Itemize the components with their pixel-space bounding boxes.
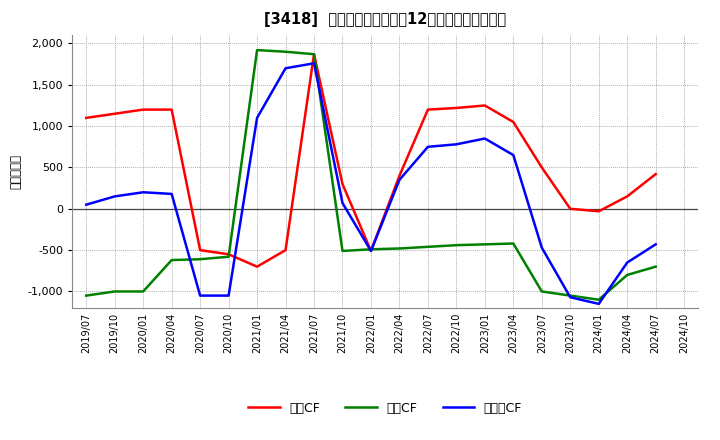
フリーCF <box>225 293 233 298</box>
投賄CF <box>480 242 489 247</box>
営業CF <box>566 206 575 212</box>
営業CF <box>423 107 432 112</box>
営業CF <box>282 247 290 253</box>
投賄CF <box>310 51 318 57</box>
フリーCF <box>310 61 318 66</box>
投賄CF <box>537 289 546 294</box>
投賄CF <box>110 289 119 294</box>
営業CF <box>452 105 461 110</box>
フリーCF <box>253 115 261 121</box>
営業CF <box>537 165 546 170</box>
営業CF <box>196 247 204 253</box>
フリーCF <box>338 200 347 205</box>
Y-axis label: （百万円）: （百万円） <box>9 154 22 189</box>
フリーCF <box>82 202 91 207</box>
投賄CF <box>366 247 375 252</box>
営業CF <box>652 172 660 177</box>
営業CF <box>509 119 518 125</box>
投賄CF <box>623 272 631 278</box>
Legend: 営業CF, 投賄CF, フリーCF: 営業CF, 投賄CF, フリーCF <box>248 402 522 414</box>
フリーCF <box>139 190 148 195</box>
Line: フリーCF: フリーCF <box>86 63 656 304</box>
投賄CF <box>595 297 603 302</box>
Title: [3418]  キャッシュフローの12か月移動合計の推移: [3418] キャッシュフローの12か月移動合計の推移 <box>264 12 506 27</box>
投賄CF <box>139 289 148 294</box>
フリーCF <box>537 245 546 250</box>
投賄CF <box>652 264 660 269</box>
フリーCF <box>282 66 290 71</box>
Line: 投賄CF: 投賄CF <box>86 50 656 300</box>
投賄CF <box>225 254 233 260</box>
フリーCF <box>196 293 204 298</box>
フリーCF <box>366 248 375 253</box>
フリーCF <box>395 177 404 183</box>
フリーCF <box>566 295 575 300</box>
営業CF <box>310 51 318 57</box>
営業CF <box>595 209 603 214</box>
営業CF <box>167 107 176 112</box>
投賄CF <box>167 257 176 263</box>
投賄CF <box>566 293 575 298</box>
投賄CF <box>395 246 404 251</box>
営業CF <box>623 194 631 199</box>
投賄CF <box>282 49 290 55</box>
フリーCF <box>595 301 603 307</box>
投賄CF <box>423 244 432 249</box>
フリーCF <box>623 260 631 265</box>
営業CF <box>225 252 233 257</box>
営業CF <box>82 115 91 121</box>
投賄CF <box>509 241 518 246</box>
フリーCF <box>480 136 489 141</box>
営業CF <box>253 264 261 269</box>
フリーCF <box>423 144 432 150</box>
投賄CF <box>452 242 461 248</box>
フリーCF <box>452 142 461 147</box>
営業CF <box>139 107 148 112</box>
投賄CF <box>253 48 261 53</box>
Line: 営業CF: 営業CF <box>86 54 656 267</box>
営業CF <box>480 103 489 108</box>
営業CF <box>338 181 347 187</box>
フリーCF <box>110 194 119 199</box>
投賄CF <box>196 257 204 262</box>
フリーCF <box>652 242 660 247</box>
投賄CF <box>338 248 347 253</box>
投賄CF <box>82 293 91 298</box>
営業CF <box>395 173 404 178</box>
フリーCF <box>509 152 518 158</box>
フリーCF <box>167 191 176 197</box>
営業CF <box>366 248 375 253</box>
営業CF <box>110 111 119 116</box>
